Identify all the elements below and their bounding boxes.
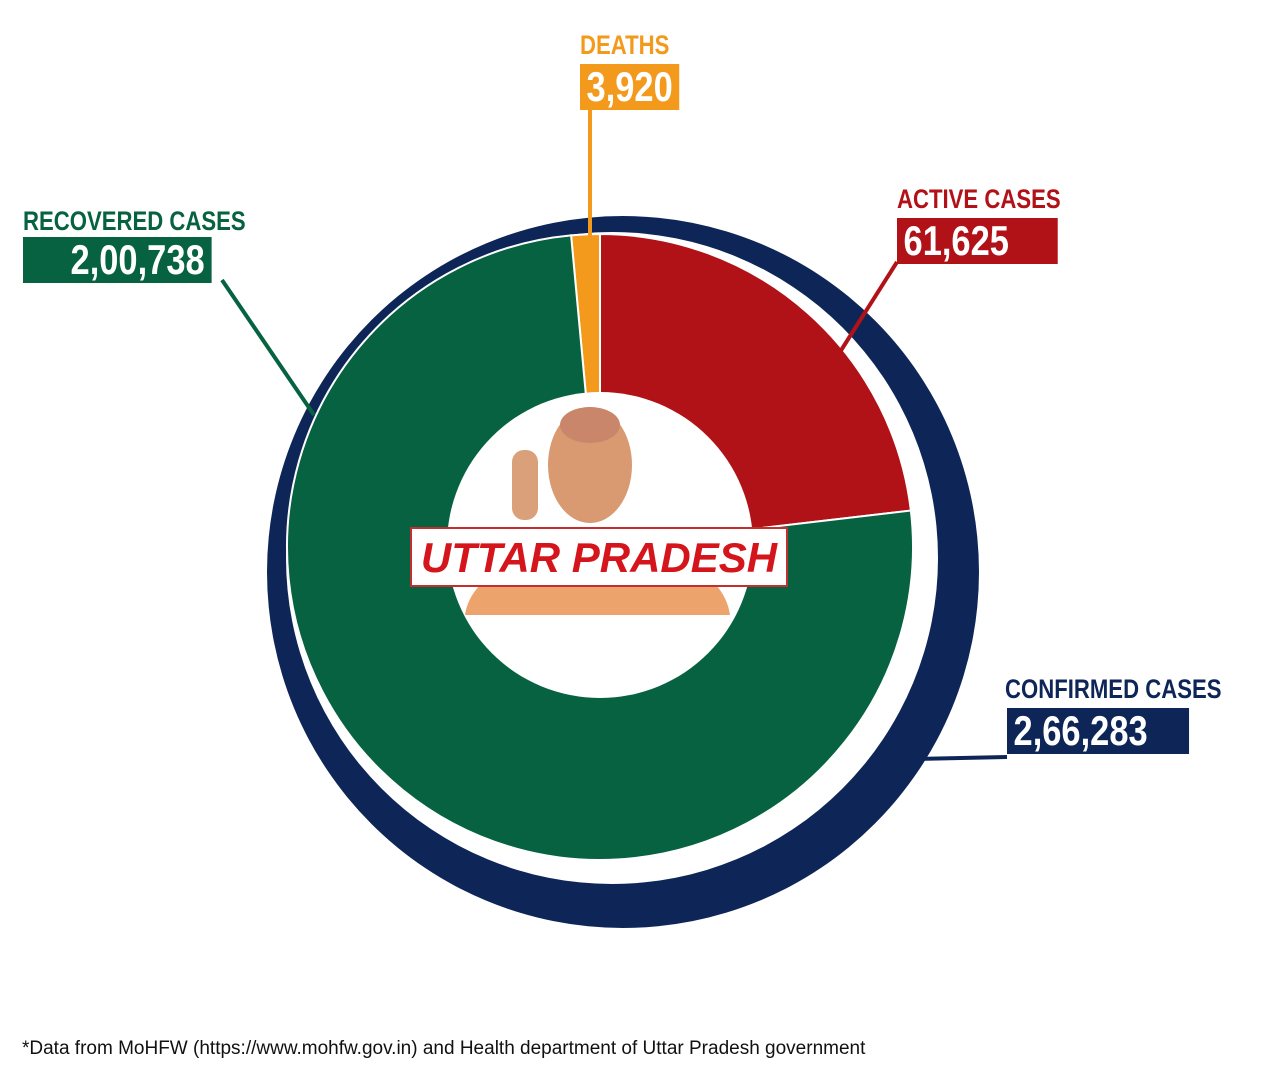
active-value: 61,625 bbox=[897, 218, 1059, 264]
recovered-leader-line bbox=[220, 278, 316, 417]
footnote: *Data from MoHFW (https://www.mohfw.gov.… bbox=[22, 1038, 866, 1059]
state-title: UTTAR PRADESH bbox=[410, 527, 788, 587]
active-label: ACTIVE CASES bbox=[897, 184, 1061, 214]
recovered-value: 2,00,738 bbox=[23, 237, 212, 283]
confirmed-label: CONFIRMED CASES bbox=[1005, 674, 1222, 704]
confirmed-leader-line bbox=[914, 755, 1008, 761]
deaths-label: DEATHS bbox=[580, 30, 670, 60]
deaths-value: 3,920 bbox=[580, 64, 680, 110]
recovered-label: RECOVERED CASES bbox=[23, 206, 246, 236]
active-leader-line bbox=[838, 260, 899, 354]
confirmed-value: 2,66,283 bbox=[1007, 708, 1189, 754]
